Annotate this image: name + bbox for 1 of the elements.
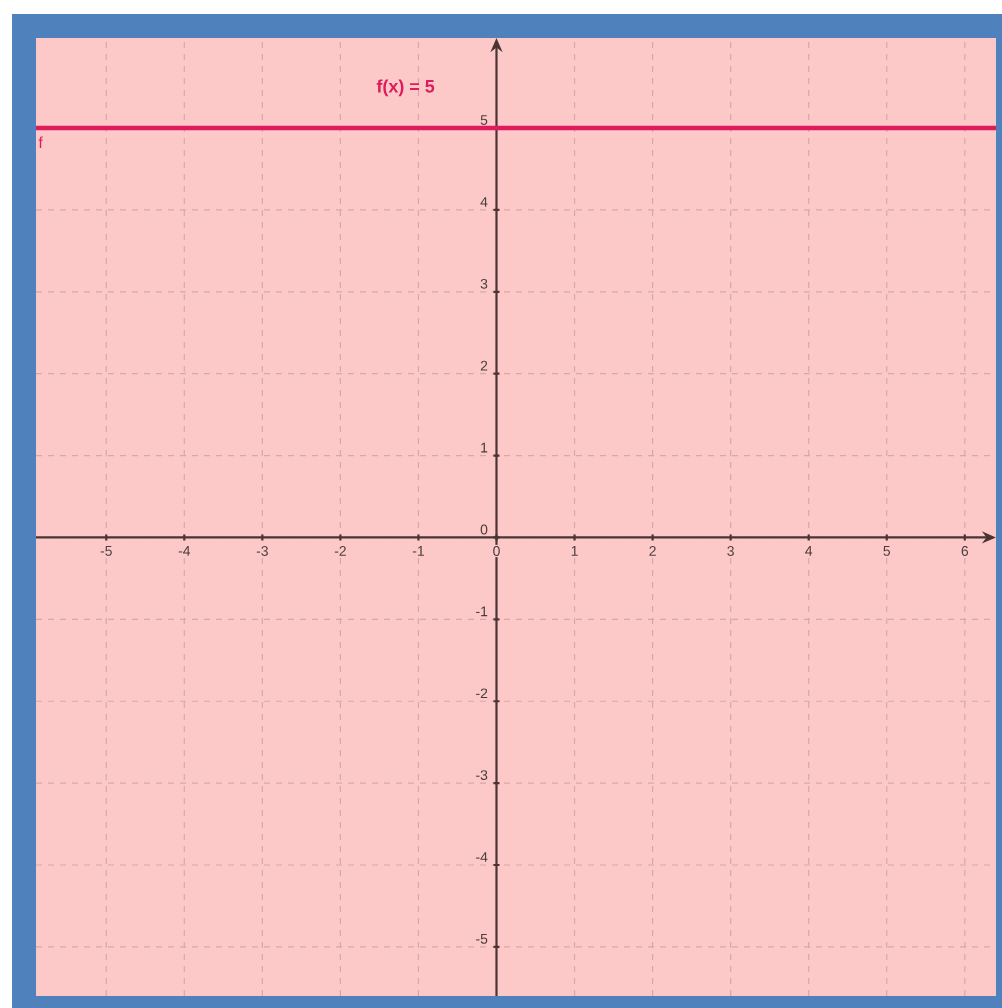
annotation: f(x) = 5	[376, 79, 435, 97]
